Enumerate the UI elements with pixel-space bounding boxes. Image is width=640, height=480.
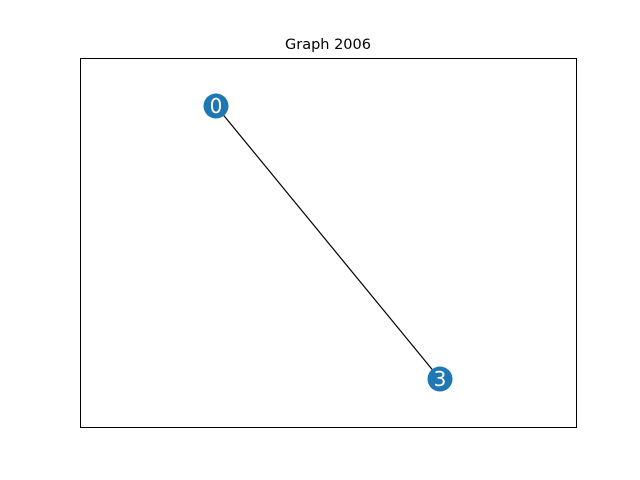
node-0[interactable]: 0 (203, 93, 229, 119)
graph-title: Graph 2006 (285, 37, 371, 53)
nodes-layer: 0 3 (203, 93, 453, 392)
node-3-label: 3 (434, 367, 447, 391)
node-0-circle (203, 93, 229, 119)
edge-0-3 (215, 105, 441, 380)
node-3-circle (427, 366, 453, 392)
edges-layer (215, 105, 441, 380)
plot-frame (80, 58, 577, 428)
node-0-label: 0 (210, 94, 223, 118)
node-3[interactable]: 3 (427, 366, 453, 392)
